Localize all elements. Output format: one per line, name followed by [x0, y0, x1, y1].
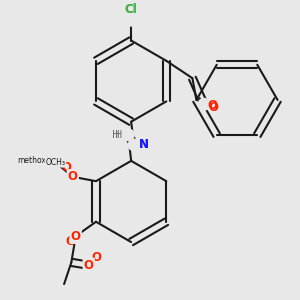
Circle shape [122, 129, 134, 141]
Text: O: O [66, 235, 76, 248]
Text: methoxy: methoxy [18, 156, 51, 165]
Text: Cl: Cl [125, 3, 137, 16]
Text: N: N [138, 138, 148, 152]
Text: O: O [208, 101, 218, 114]
Text: O: O [71, 230, 81, 243]
Text: H: H [112, 130, 120, 140]
Text: N: N [138, 138, 148, 152]
Text: O: O [92, 251, 102, 264]
Circle shape [128, 139, 140, 151]
Circle shape [125, 14, 137, 26]
Text: H: H [115, 130, 122, 140]
Circle shape [198, 98, 210, 110]
Text: O: O [61, 161, 71, 174]
Text: OCH₃: OCH₃ [45, 158, 65, 167]
Text: O: O [207, 99, 217, 112]
Text: Cl: Cl [125, 3, 137, 16]
Text: O: O [68, 170, 78, 183]
Text: O: O [84, 259, 94, 272]
